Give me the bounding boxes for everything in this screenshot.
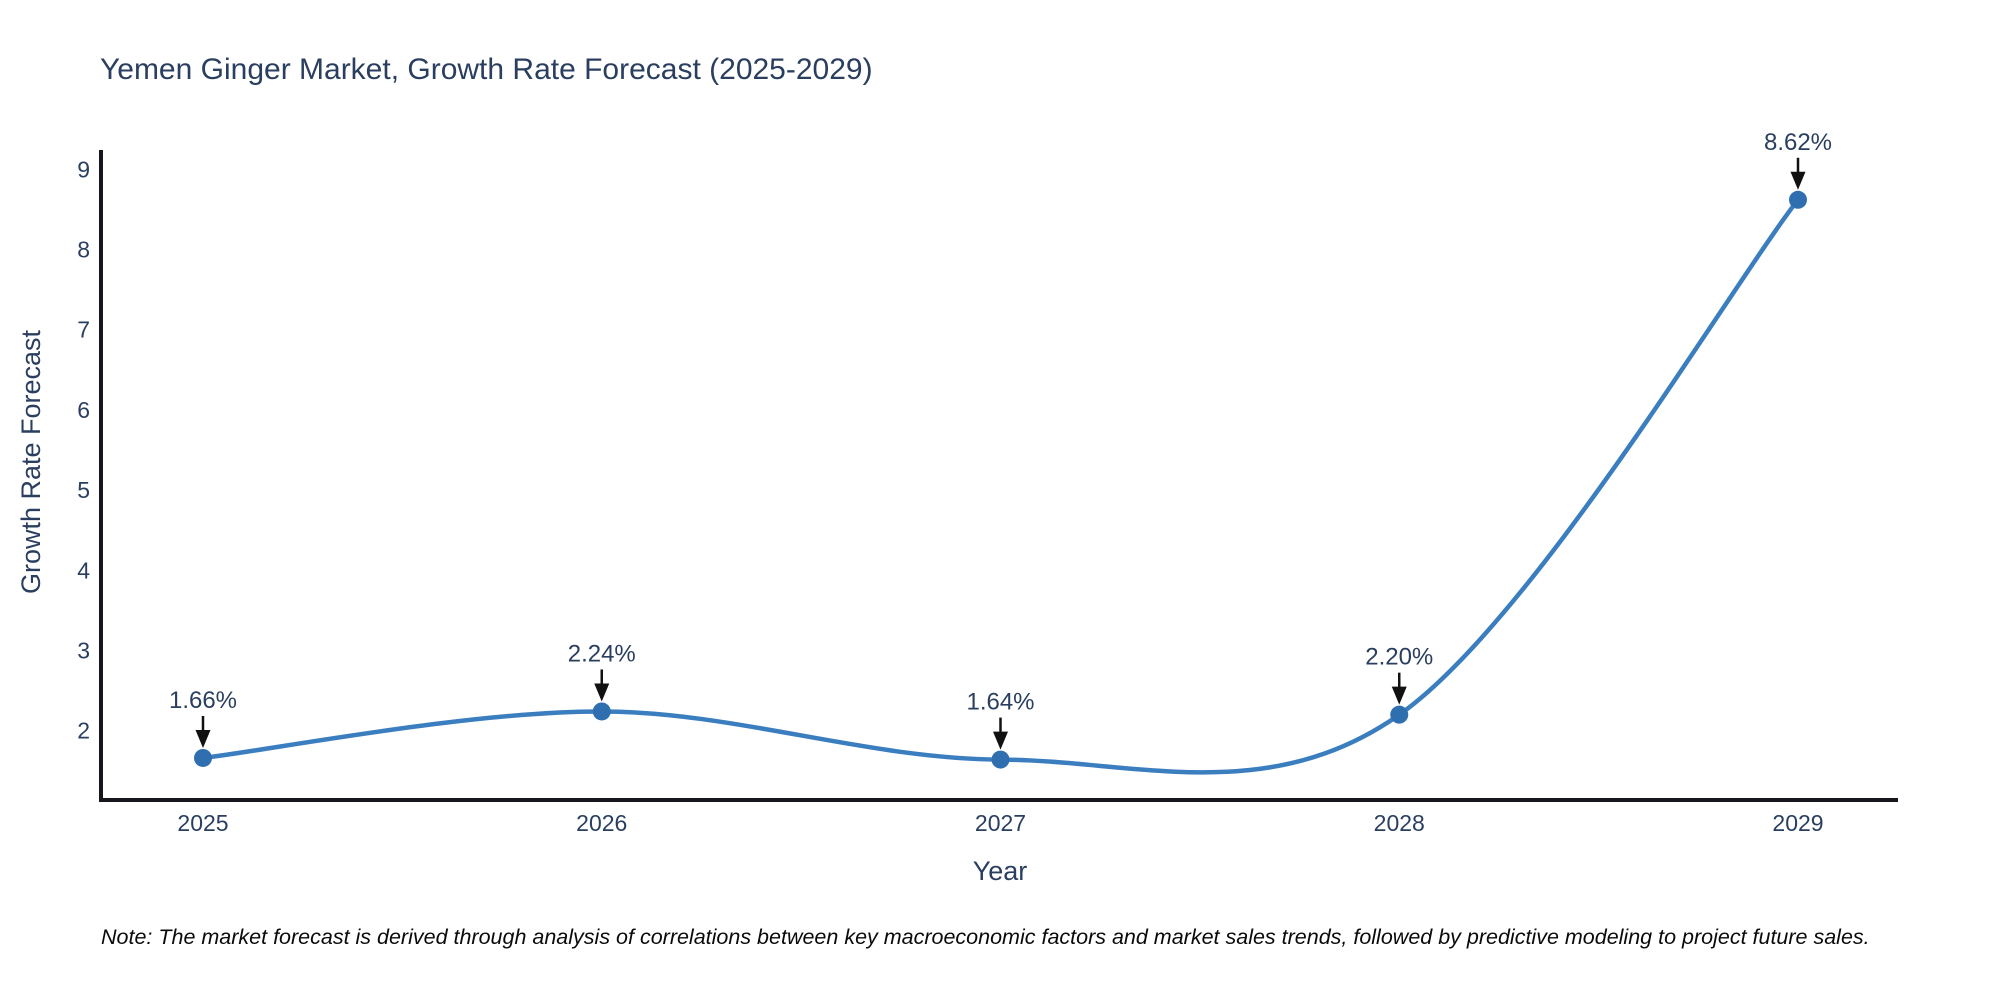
y-tick-label: 4 [77,557,90,583]
data-point-marker[interactable] [1789,190,1807,209]
y-tick-label: 6 [77,397,90,423]
chart-title: Yemen Ginger Market, Growth Rate Forecas… [100,53,873,86]
data-point-marker[interactable] [592,702,611,721]
x-axis-tick-labels: 2025 2026 2027 2028 2029 [177,810,1823,836]
data-point-markers [194,190,1807,769]
x-tick-label: 2029 [1772,810,1823,836]
series-line[interactable] [200,197,1801,775]
annotation-arrowhead-icon [195,729,211,748]
point-annotation-label: 1.64% [966,689,1034,716]
y-tick-label: 7 [77,317,90,343]
y-axis-tick-labels: 2 3 4 5 6 7 8 9 [77,156,90,743]
footnote: Note: The market forecast is derived thr… [101,925,1870,949]
point-annotations: 1.66% 2.24% 1.64% 2.20% 8.62% [169,129,1832,750]
x-tick-label: 2026 [576,810,627,836]
x-tick-label: 2027 [975,810,1026,836]
data-point-marker[interactable] [1390,705,1409,724]
y-tick-label: 2 [77,718,90,744]
point-annotation-label: 2.24% [568,640,636,667]
x-tick-label: 2025 [177,810,228,836]
data-point-marker[interactable] [991,750,1010,769]
x-axis-title: Year [973,856,1028,886]
point-annotation-label: 8.62% [1764,129,1832,156]
point-annotation-label: 1.66% [169,687,237,714]
point-annotation-label: 2.20% [1365,644,1433,671]
data-point-marker[interactable] [194,748,212,767]
x-tick-label: 2028 [1374,810,1425,836]
y-tick-label: 3 [77,638,90,664]
y-tick-label: 9 [77,156,90,182]
y-tick-label: 5 [77,477,90,503]
y-tick-label: 8 [77,237,90,263]
annotation-arrowhead-icon [1391,686,1407,705]
y-axis-title: Growth Rate Forecast [16,329,46,594]
annotation-arrowhead-icon [594,683,610,702]
annotation-arrowhead-icon [1790,171,1806,190]
annotation-arrowhead-icon [993,731,1008,750]
